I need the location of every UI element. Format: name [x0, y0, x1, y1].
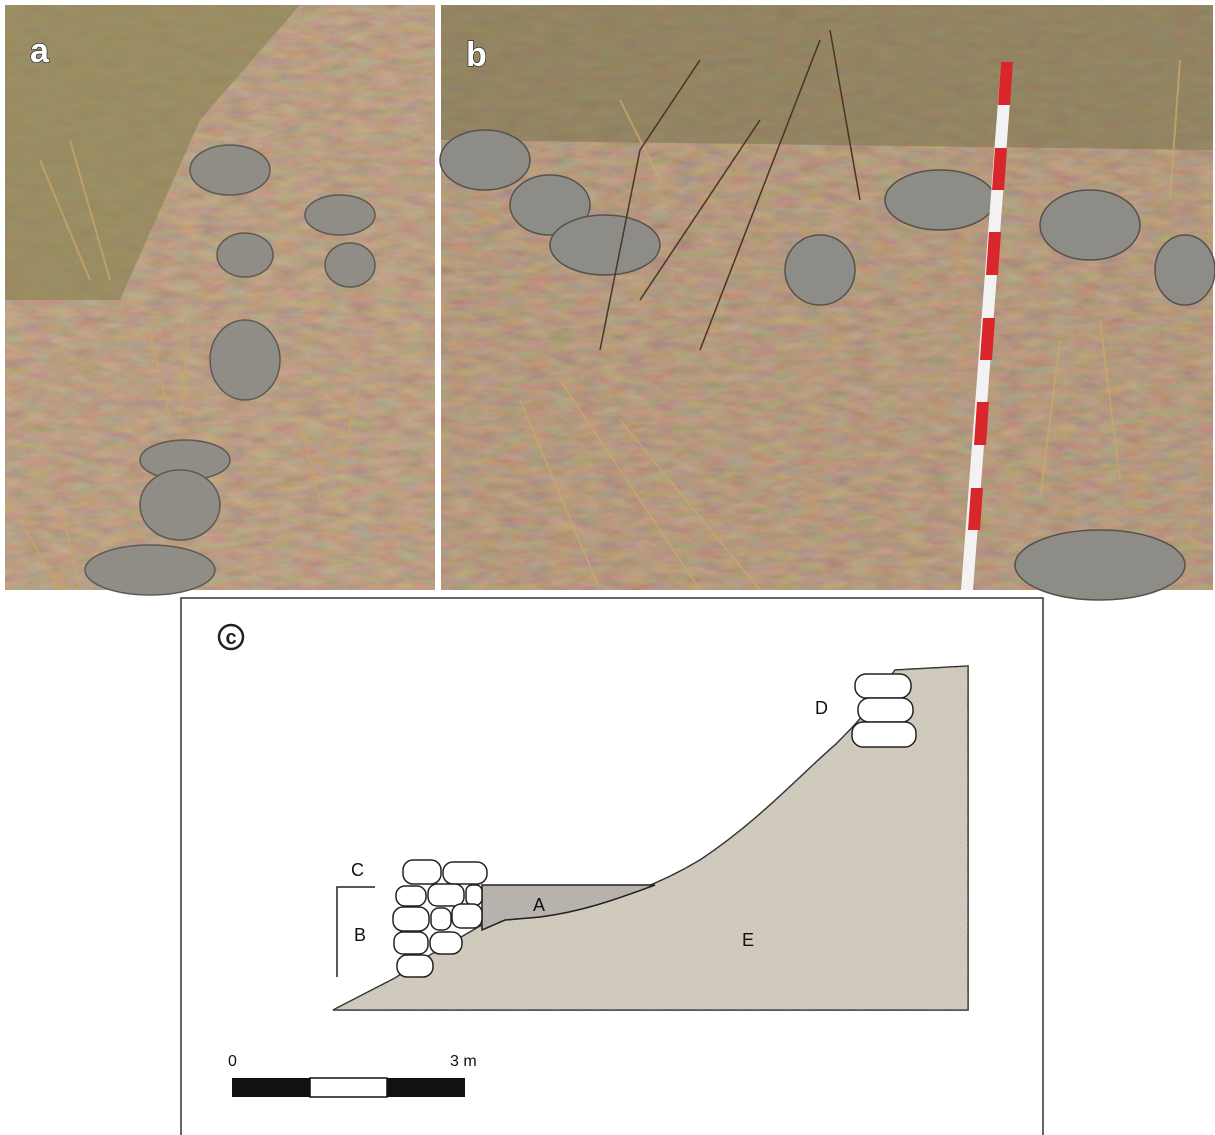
scale-label: 0 [228, 1053, 237, 1070]
figure: a b [0, 0, 1215, 1135]
layer-label: C [351, 860, 364, 880]
scale-bar [232, 1078, 465, 1097]
photo-b [440, 5, 1215, 600]
layer-label: B [354, 925, 366, 945]
scale-label: 3 m [450, 1053, 477, 1070]
layer-label: D [815, 698, 828, 718]
layer-label: E [742, 930, 754, 950]
top-stones [852, 674, 916, 747]
layer-label: A [533, 895, 545, 915]
panel-label: c [225, 627, 236, 649]
panel-label: b [466, 36, 487, 74]
photo-a [5, 5, 435, 595]
panel-label: a [30, 32, 50, 70]
